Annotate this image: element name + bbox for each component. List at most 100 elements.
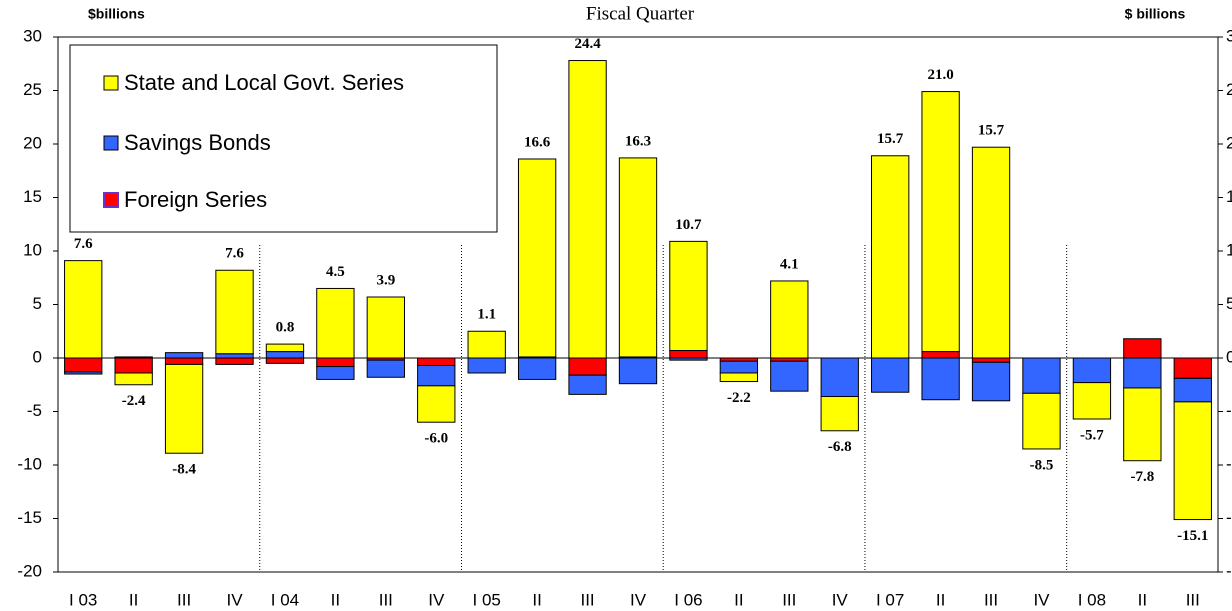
bar-segment — [417, 385, 456, 423]
bar-segment — [316, 287, 355, 359]
bar-segment — [1173, 377, 1212, 403]
bar-segment — [669, 240, 708, 352]
bar-segment — [871, 357, 910, 393]
total-label: -8.5 — [1030, 457, 1054, 473]
x-tick-label: III — [379, 590, 393, 609]
y-tick-label: -5 — [27, 401, 42, 420]
y-tick-label: 15 — [23, 187, 42, 206]
y2-tick-label: 0 — [1226, 347, 1232, 366]
total-label: -2.2 — [727, 390, 751, 406]
bar-segment — [820, 357, 859, 398]
total-label: 7.6 — [225, 246, 244, 262]
x-tick-label: IV — [1033, 590, 1050, 609]
total-label: -15.1 — [1177, 528, 1208, 544]
x-tick-label: I 03 — [69, 590, 97, 609]
y-tick-label: -10 — [17, 454, 42, 473]
y2-tick-label: -5 — [1226, 401, 1232, 420]
bar-segment — [517, 357, 557, 380]
x-tick-label: I 07 — [876, 590, 904, 609]
bar-segment — [719, 360, 759, 374]
bar-segment — [1173, 357, 1212, 379]
x-tick-label: IV — [226, 590, 243, 609]
bar-segment — [164, 363, 204, 454]
y2-tick-label: -20 — [1226, 561, 1232, 580]
x-tick-label: II — [129, 590, 138, 609]
legend-swatch — [103, 75, 119, 91]
bar-segment — [871, 155, 910, 359]
total-label: 21.0 — [927, 67, 953, 83]
y-tick-label: 0 — [33, 347, 42, 366]
total-label: 16.3 — [625, 133, 651, 149]
bar-segment — [215, 353, 254, 359]
chart-title: Fiscal Quarter — [586, 3, 695, 24]
legend-label: State and Local Govt. Series — [124, 70, 404, 95]
x-tick-label: II — [734, 590, 743, 609]
total-label: -6.0 — [424, 431, 448, 447]
total-label: -5.7 — [1080, 427, 1104, 443]
x-tick-label: II — [532, 590, 541, 609]
y-tick-label: 10 — [23, 240, 42, 259]
bar-segment — [568, 374, 607, 395]
legend-label: Savings Bonds — [124, 130, 271, 155]
bar-segment — [366, 359, 405, 378]
total-label: 16.6 — [524, 134, 551, 150]
bar-segment — [467, 357, 506, 374]
y2-tick-label: 30 — [1226, 26, 1232, 45]
bar-segment — [64, 357, 103, 373]
bar-segment — [921, 91, 960, 353]
bar-segment — [114, 356, 153, 359]
x-tick-label: III — [580, 590, 594, 609]
total-label: 15.7 — [978, 123, 1005, 139]
bar-segment — [1173, 401, 1212, 521]
bar-segment — [921, 351, 960, 359]
total-label: 7.6 — [74, 236, 93, 252]
bar-segment — [971, 357, 1011, 363]
x-tick-label: II — [331, 590, 340, 609]
total-label: 3.9 — [376, 272, 395, 288]
total-label: 15.7 — [877, 131, 904, 147]
bar-segment — [971, 361, 1011, 402]
y-tick-label: 25 — [23, 80, 42, 99]
bar-segment — [1022, 357, 1061, 394]
x-tick-label: IV — [428, 590, 445, 609]
y2-tick-label: 25 — [1226, 80, 1232, 99]
y-tick-label: -15 — [17, 508, 42, 527]
x-tick-label: IV — [832, 590, 849, 609]
y2-tick-label: 10 — [1226, 240, 1232, 259]
total-label: 24.4 — [574, 36, 601, 52]
x-tick-label: I 06 — [674, 590, 702, 609]
bar-segment — [568, 357, 607, 376]
x-tick-label: III — [1186, 590, 1200, 609]
bar-segment — [719, 372, 759, 383]
legend-label: Foreign Series — [124, 187, 267, 212]
total-label: 4.1 — [780, 256, 799, 272]
bar-segment — [467, 330, 506, 359]
y2-axis-label: $ billions — [1125, 6, 1186, 22]
bar-segment — [366, 296, 405, 359]
bar-segment — [1072, 382, 1112, 420]
y-tick-label: -20 — [17, 561, 42, 580]
bar-segment — [618, 157, 658, 358]
bar-segment — [417, 357, 456, 366]
x-tick-label: I 04 — [271, 590, 299, 609]
bar-segment — [618, 357, 658, 385]
bar-segment — [316, 366, 355, 380]
bar-segment — [114, 357, 153, 374]
legend-box — [69, 44, 498, 233]
bar-segment — [164, 352, 204, 359]
bar-segment — [64, 260, 103, 359]
x-tick-label: II — [936, 590, 945, 609]
total-label: 1.1 — [477, 307, 496, 323]
legend-swatch — [103, 192, 119, 208]
bar-segment — [1072, 357, 1112, 384]
total-label: -8.4 — [172, 462, 196, 478]
y-tick-label: 30 — [23, 26, 42, 45]
x-tick-label: III — [782, 590, 796, 609]
bar-segment — [265, 351, 305, 359]
bar-segment — [820, 396, 859, 432]
total-label: -2.4 — [122, 393, 146, 409]
y-axis-label: $billions — [88, 6, 145, 22]
bar-segment — [669, 357, 708, 361]
y2-tick-label: 5 — [1226, 294, 1232, 313]
